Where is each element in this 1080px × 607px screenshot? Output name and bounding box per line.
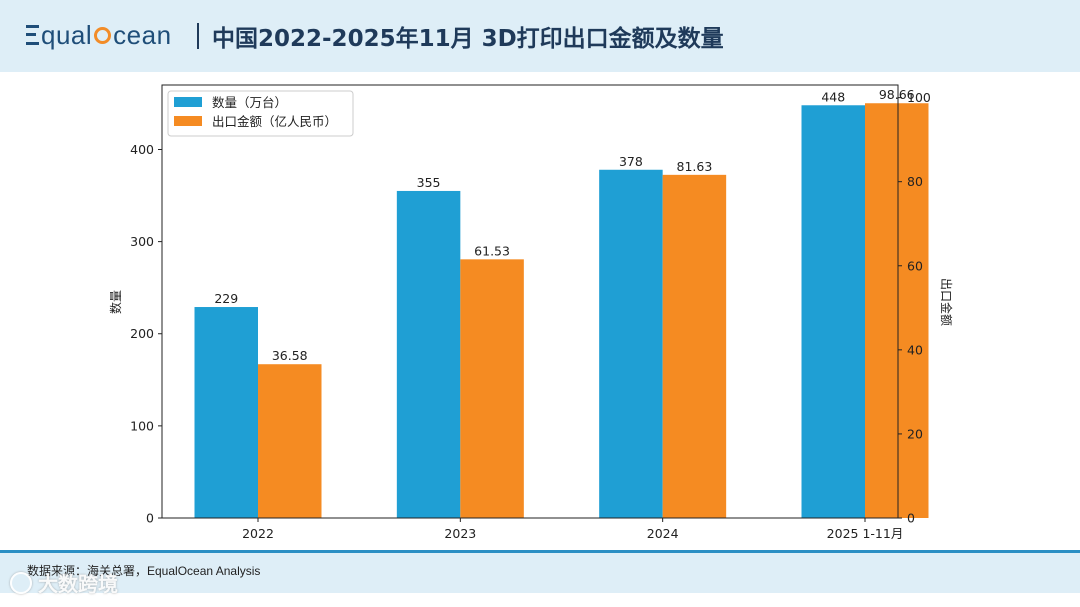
watermark-text: 大数跨境 bbox=[38, 572, 118, 596]
bar-amount bbox=[258, 364, 322, 518]
legend-label-amount: 出口金额（亿人民币） bbox=[212, 114, 337, 129]
y-right-tick-label: 20 bbox=[907, 426, 923, 441]
page-title: 中国2022-2025年11月 3D打印出口金额及数量 bbox=[212, 26, 724, 52]
watermark-icon bbox=[10, 571, 32, 594]
x-tick-label: 2024 bbox=[647, 526, 679, 541]
logo-o-icon bbox=[94, 26, 112, 44]
y-left-tick-label: 200 bbox=[130, 326, 154, 341]
data-label-quantity: 378 bbox=[619, 154, 643, 169]
watermark: 大数跨境 bbox=[10, 568, 118, 597]
data-label-quantity: 229 bbox=[214, 291, 238, 306]
bar-quantity bbox=[801, 105, 865, 519]
bar-quantity bbox=[396, 190, 461, 518]
logo-text-1: qual bbox=[41, 19, 93, 50]
bar-quantity bbox=[194, 307, 258, 518]
y-left-axis-label: 数量 bbox=[108, 290, 123, 314]
y-right-tick-label: 100 bbox=[907, 90, 931, 105]
footer-bar bbox=[0, 553, 1080, 593]
data-label-amount: 36.58 bbox=[272, 348, 308, 363]
equalocean-logo: qual cean bbox=[26, 19, 172, 51]
legend-label-quantity: 数量（万台） bbox=[212, 95, 287, 110]
x-tick-label: 2022 bbox=[242, 526, 274, 541]
bar-amount bbox=[460, 259, 524, 518]
y-right-tick-label: 80 bbox=[907, 174, 923, 189]
legend-swatch-quantity bbox=[174, 97, 202, 107]
data-label-quantity: 355 bbox=[417, 175, 441, 190]
data-label-amount: 98.66 bbox=[879, 87, 915, 102]
logo-text-2: cean bbox=[113, 19, 172, 50]
bar-quantity bbox=[599, 169, 663, 518]
legend-swatch-amount bbox=[174, 116, 202, 126]
bar-amount bbox=[662, 174, 727, 519]
footer-divider bbox=[0, 550, 1080, 553]
legend-box bbox=[167, 90, 354, 137]
data-source: 数据来源：海关总署，EqualOcean Analysis bbox=[27, 564, 261, 578]
header-bar bbox=[0, 0, 1080, 72]
x-tick-label: 2023 bbox=[444, 526, 476, 541]
x-tick-label: 2025 1-11月 bbox=[827, 526, 904, 541]
bar-chart: 229 36.58 2022 355 61.53 2023 378 81.63 2024 448 9… bbox=[108, 84, 954, 541]
bar-amount bbox=[865, 103, 929, 518]
title-separator bbox=[197, 23, 199, 49]
y-right-axis-label: 出口金额 bbox=[939, 278, 954, 326]
y-right-tick-label: 40 bbox=[907, 342, 923, 357]
plot-frame bbox=[161, 84, 899, 519]
y-left-tick-label: 400 bbox=[130, 142, 154, 157]
data-label-amount: 81.63 bbox=[677, 159, 713, 174]
y-left-tick-label: 0 bbox=[146, 511, 154, 526]
y-right-tick-label: 60 bbox=[907, 258, 923, 273]
data-label-quantity: 448 bbox=[821, 89, 845, 104]
data-label-amount: 61.53 bbox=[474, 243, 510, 258]
y-left-tick-label: 100 bbox=[130, 418, 154, 433]
y-left-tick-label: 300 bbox=[130, 234, 154, 249]
logo-e-icon bbox=[26, 25, 39, 45]
y-right-tick-label: 0 bbox=[907, 511, 915, 526]
